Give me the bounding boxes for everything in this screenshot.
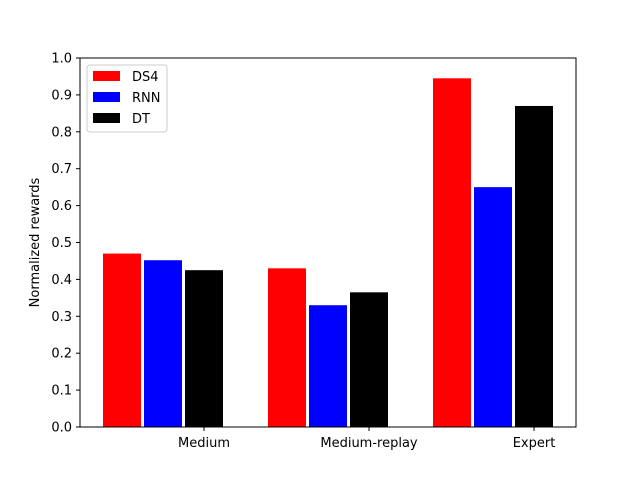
- legend-label-dt: DT: [132, 112, 150, 127]
- x-axis: Medium Medium-replay Expert: [178, 427, 555, 451]
- bars-group: [103, 78, 553, 428]
- y-tick-label: 0.3: [51, 310, 72, 325]
- bar-dt-medium-replay: [350, 292, 388, 427]
- bar-dt-medium: [185, 270, 223, 427]
- legend-swatch-ds4: [93, 71, 120, 81]
- y-tick-label: 0.8: [51, 125, 72, 140]
- legend-label-rnn: RNN: [132, 91, 160, 106]
- y-tick-label: 0.0: [51, 421, 72, 436]
- x-tick-label: Medium-replay: [320, 436, 418, 451]
- legend-swatch-dt: [93, 113, 120, 123]
- bar-dt-expert: [515, 105, 553, 427]
- bar-ds4-expert: [433, 78, 471, 428]
- y-tick-label: 0.4: [51, 273, 72, 288]
- y-tick-label: 0.7: [51, 162, 72, 177]
- x-tick-label: Medium: [178, 436, 230, 451]
- bar-rnn-expert: [474, 187, 512, 427]
- legend: DS4 RNN DT: [86, 64, 168, 133]
- bar-rnn-medium: [144, 260, 182, 427]
- y-tick-label: 0.9: [51, 88, 72, 103]
- legend-swatch-rnn: [93, 92, 120, 102]
- x-tick-label: Expert: [513, 436, 556, 451]
- bar-ds4-medium-replay: [268, 268, 306, 427]
- y-axis: 0.0 0.1 0.2 0.3 0.4 0.5 0.6 0.7 0.8 0.9 1.0: [51, 52, 80, 436]
- y-tick-label: 0.6: [51, 199, 72, 214]
- bar-rnn-medium-replay: [309, 305, 347, 427]
- y-tick-label: 1.0: [51, 52, 72, 67]
- y-tick-label: 0.2: [51, 347, 72, 362]
- y-tick-label: 0.5: [51, 236, 72, 251]
- legend-label-ds4: DS4: [132, 70, 159, 85]
- y-axis-label: Normalized rewards: [28, 177, 43, 307]
- bar-ds4-medium: [103, 253, 141, 427]
- y-tick-label: 0.1: [51, 384, 72, 399]
